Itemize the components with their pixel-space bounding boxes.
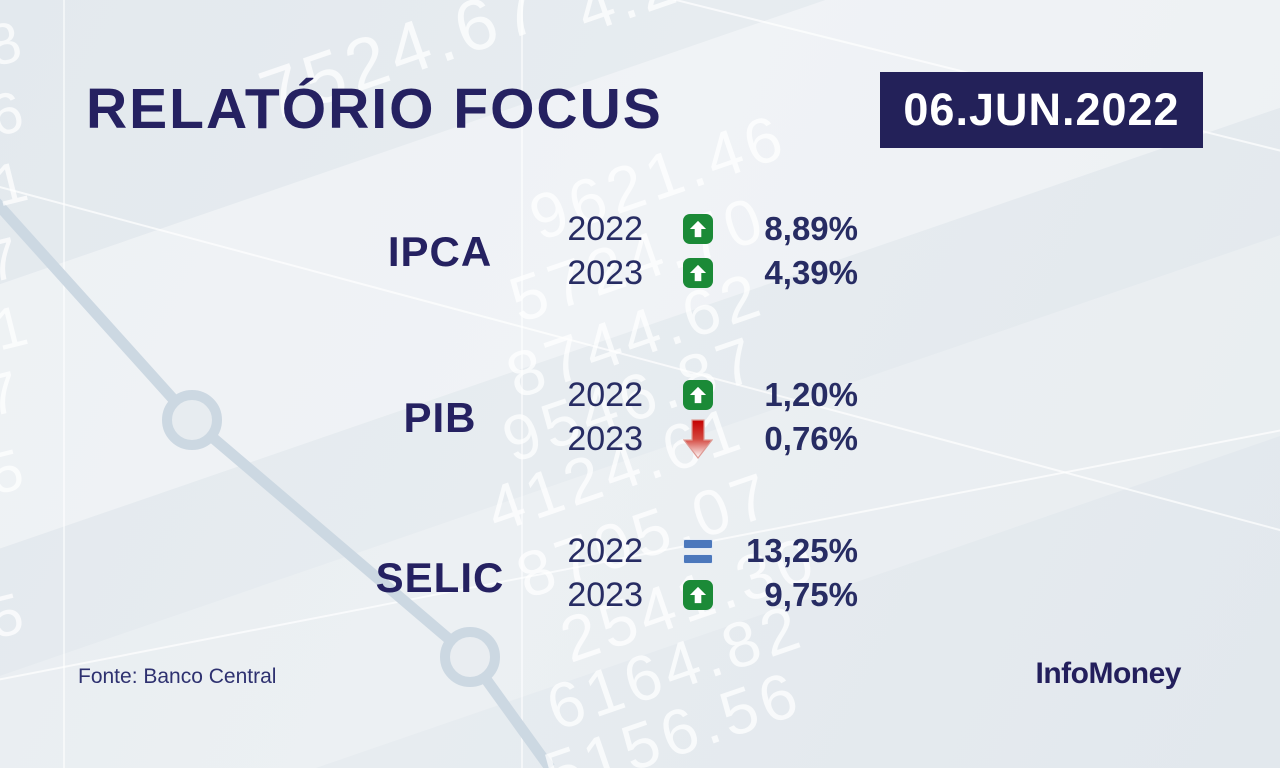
projection-value: 4,39% [764,254,858,291]
infomoney-logo: InfoMoney [1035,657,1182,690]
date-badge: 06.JUN.2022 [880,72,1203,148]
indicator-label-ipca: IPCA [387,228,493,275]
trend-up-icon [683,580,713,610]
trend-up-icon [683,258,713,288]
indicator-label-selic: SELIC [375,554,505,601]
indicator-label-pib: PIB [403,394,477,441]
trend-down-icon [682,419,714,459]
indicator-rows-selic: 2022 13,25% 2023 9,75% [553,529,858,617]
projection-value: 0,76% [764,420,858,457]
year-label: 2023 [567,253,643,292]
indicator-rows-ipca: 2022 8,89% 2023 4,39% [553,207,858,295]
year-label: 2022 [567,531,643,570]
projection-value: 9,75% [764,576,858,613]
year-label: 2023 [567,575,643,614]
indicator-rows-pib: 2022 1,20% 2023 [553,373,858,461]
projection-value: 1,20% [764,376,858,413]
projection-value: 13,25% [746,532,858,569]
projection-value: 8,89% [764,210,858,247]
source-credit: Fonte: Banco Central [78,665,277,688]
year-label: 2023 [567,419,643,458]
trend-up-icon [683,214,713,244]
page-title: RELATÓRIO FOCUS [86,77,663,141]
background-grid-line [521,0,523,768]
trend-up-icon [683,380,713,410]
year-label: 2022 [567,375,643,414]
year-label: 2022 [567,209,643,248]
trend-stable-icon [683,538,713,564]
background-grid-line [63,0,65,768]
date-badge-text: 06.JUN.2022 [903,84,1180,135]
